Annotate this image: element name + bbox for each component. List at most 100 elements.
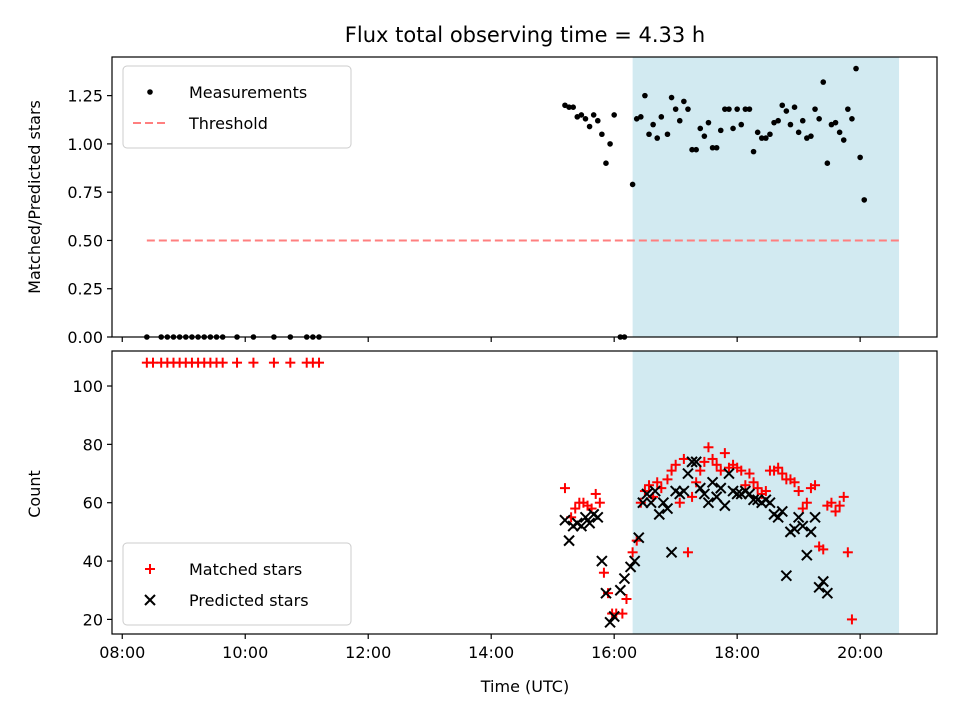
measurement-point xyxy=(779,102,786,109)
measurement-point xyxy=(590,112,597,118)
measurement-point xyxy=(840,137,847,143)
matched-star-marker xyxy=(801,497,812,508)
marker-stroke xyxy=(641,488,653,500)
measurement-point xyxy=(857,154,863,161)
measurement-point xyxy=(849,115,855,122)
marker-stroke xyxy=(776,505,788,518)
matched-star-marker xyxy=(810,480,821,491)
predicted-star-marker xyxy=(559,514,571,526)
measurement-point xyxy=(578,112,585,118)
predicted-star-marker xyxy=(653,508,665,521)
measurement-point xyxy=(689,146,695,153)
predicted-star-marker xyxy=(817,575,829,588)
measurement-point xyxy=(758,135,765,141)
marker-stroke xyxy=(710,491,723,503)
predicted-star-marker xyxy=(583,517,596,529)
matched-star-marker xyxy=(570,503,581,514)
marker-stroke xyxy=(592,511,604,524)
matched-star-marker xyxy=(687,491,698,502)
x-tick-label: 08:00 xyxy=(99,643,145,662)
observing-span xyxy=(632,57,900,337)
matched-star-marker xyxy=(691,477,702,488)
legend-box xyxy=(122,542,352,626)
matched-star-marker xyxy=(666,465,677,476)
matched-star-marker xyxy=(268,357,279,368)
measurement-point xyxy=(668,94,675,101)
matched-star-marker xyxy=(670,459,681,470)
predicted-star-marker xyxy=(624,561,637,573)
matched-star-marker xyxy=(834,500,845,511)
marker-stroke xyxy=(788,523,801,535)
matched-star-marker xyxy=(789,477,800,488)
measurement-point xyxy=(717,127,724,134)
predicted-star-marker xyxy=(628,555,641,567)
matched-star-marker xyxy=(830,506,841,517)
predicted-star-marker xyxy=(575,520,588,532)
legend: Matched stars Predicted stars xyxy=(122,542,352,626)
marker-stroke xyxy=(657,497,670,509)
matched-star-marker xyxy=(217,357,228,368)
matched-star-marker xyxy=(232,357,243,368)
measurement-point xyxy=(742,106,749,112)
measurement-point xyxy=(603,160,609,167)
measurement-point xyxy=(763,135,769,141)
measurement-point xyxy=(767,131,773,138)
measurement-point xyxy=(607,141,613,147)
measurement-point xyxy=(812,106,818,112)
legend: Measurements Threshold xyxy=(122,65,352,149)
measurement-point xyxy=(664,131,671,138)
legend-label: Measurements xyxy=(189,83,307,102)
y-tick-label: 100 xyxy=(72,377,103,396)
predicted-star-marker xyxy=(645,497,657,509)
marker-stroke xyxy=(682,467,694,480)
marker-stroke xyxy=(600,587,612,599)
bottom-panel: 08:00 10:00 12:00 14:00 16:00 18:00 20:00 20 40 6… xyxy=(72,350,938,662)
measurement-point xyxy=(746,106,753,112)
measurement-point xyxy=(824,160,831,167)
matched-star-marker xyxy=(703,442,714,453)
marker-stroke xyxy=(743,488,756,500)
x-tick-label: 16:00 xyxy=(591,643,637,662)
predicted-star-marker xyxy=(665,546,678,559)
measurement-point xyxy=(750,148,757,155)
matched-star-marker xyxy=(248,357,259,368)
legend-box xyxy=(122,65,352,149)
measurement-point xyxy=(693,146,699,153)
matched-star-marker xyxy=(674,497,685,508)
predicted-star-marker xyxy=(764,497,776,509)
matched-star-marker xyxy=(590,488,601,499)
matched-star-marker xyxy=(682,547,693,558)
matched-star-marker xyxy=(736,465,747,476)
x-tick-label: 20:00 xyxy=(837,643,883,662)
matched-star-marker xyxy=(678,453,689,464)
y-tick-label: 0.50 xyxy=(67,231,103,250)
measurement-point xyxy=(820,79,827,85)
matched-star-marker xyxy=(644,480,655,491)
predicted-star-marker xyxy=(702,497,715,509)
legend-label: Predicted stars xyxy=(189,591,309,610)
marker-stroke xyxy=(805,526,817,538)
y-tick-label: 0.25 xyxy=(67,280,103,299)
marker-stroke xyxy=(583,517,596,529)
legend-predicted-swatch xyxy=(144,594,156,606)
measurement-point xyxy=(845,106,851,112)
measurement-point xyxy=(795,129,802,136)
matched-star-marker xyxy=(627,547,638,558)
marker-stroke xyxy=(690,456,702,468)
marker-stroke xyxy=(665,546,678,559)
measurement-point xyxy=(787,121,794,128)
marker-stroke xyxy=(747,494,760,506)
marker-stroke xyxy=(698,488,711,500)
marker-stroke xyxy=(563,534,575,547)
marker-stroke xyxy=(780,569,793,582)
measurement-point xyxy=(738,121,745,128)
legend-label: Threshold xyxy=(188,114,268,133)
matched-star-marker xyxy=(842,547,853,558)
matched-star-marker xyxy=(760,486,771,497)
y-tick-label: 20 xyxy=(83,610,103,629)
marker-stroke xyxy=(624,561,637,573)
measurement-point xyxy=(570,104,576,111)
measurement-point xyxy=(816,115,822,122)
measurement-point xyxy=(713,144,720,151)
marker-stroke xyxy=(559,514,571,526)
